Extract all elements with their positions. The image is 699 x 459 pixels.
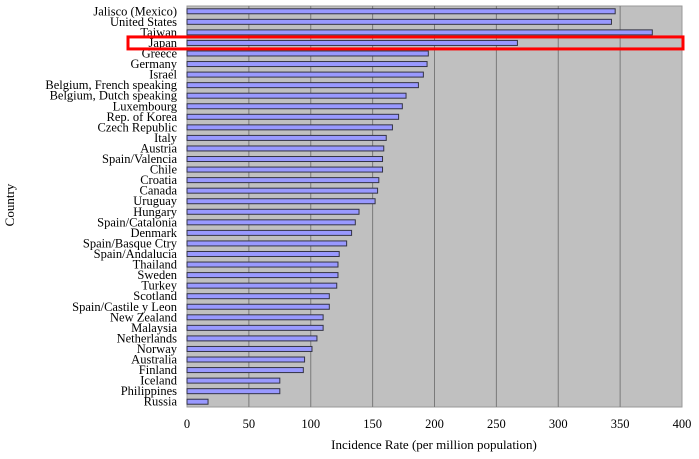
- bar: [186, 177, 380, 184]
- category-label: New Zealand: [110, 310, 178, 324]
- x-tick-label: 50: [243, 417, 256, 431]
- bar: [186, 324, 324, 331]
- bar: [186, 145, 385, 152]
- x-tick-label: 250: [487, 417, 506, 431]
- category-label: Spain/Catalonia: [97, 215, 177, 229]
- bar: [186, 61, 428, 68]
- category-label: Austria: [140, 141, 177, 155]
- bar: [186, 166, 384, 173]
- bar: [186, 229, 353, 236]
- bar: [186, 156, 384, 163]
- category-label: Spain/Andalucia: [94, 247, 178, 261]
- category-label: Hungary: [133, 205, 177, 219]
- bar: [186, 261, 339, 268]
- bar: [186, 18, 612, 25]
- bar: [186, 219, 356, 226]
- category-label: Japan: [149, 36, 178, 50]
- bar: [186, 398, 209, 405]
- x-tick-label: 0: [184, 417, 190, 431]
- category-label: Finland: [139, 363, 178, 377]
- category-label: Jalisco (Mexico): [93, 4, 177, 18]
- category-label: Croatia: [140, 173, 177, 187]
- x-tick-label: 400: [673, 417, 692, 431]
- bar: [186, 82, 419, 89]
- x-tick-label: 350: [611, 417, 630, 431]
- bar: [186, 388, 281, 395]
- bar: [186, 240, 348, 247]
- category-label: Malaysia: [131, 321, 177, 335]
- category-label: Scotland: [133, 289, 177, 303]
- category-label: Chile: [150, 163, 178, 177]
- category-label: Iceland: [140, 374, 178, 388]
- bar: [186, 124, 393, 131]
- category-label: Thailand: [133, 258, 178, 272]
- category-labels: Jalisco (Mexico)United StatesTaiwanJapan…: [45, 4, 177, 408]
- bar: [186, 272, 339, 279]
- category-label: Norway: [137, 342, 178, 356]
- category-label: Netherlands: [117, 331, 178, 345]
- category-label: Denmark: [130, 226, 177, 240]
- bar: [186, 293, 330, 300]
- bar: [186, 208, 360, 215]
- y-axis-label: Country: [2, 183, 17, 226]
- category-label: Belgium, Dutch speaking: [50, 89, 178, 103]
- category-label: Spain/Castile y Leon: [72, 300, 178, 314]
- category-label: Czech Republic: [98, 120, 178, 134]
- category-label: Israel: [149, 68, 177, 82]
- bar: [186, 198, 376, 205]
- bar: [186, 377, 281, 384]
- x-tick-label: 150: [363, 417, 382, 431]
- bar: [186, 8, 616, 15]
- bar: [186, 282, 338, 289]
- x-tick-label: 300: [549, 417, 568, 431]
- bar: [186, 134, 387, 141]
- bar: [186, 250, 340, 257]
- bar: [186, 113, 400, 120]
- bar: [186, 71, 424, 78]
- category-label: Belgium, French speaking: [45, 78, 177, 92]
- bar: [186, 314, 324, 321]
- x-tick-labels: 0 50 100 150 200 250 300 350 400: [184, 417, 692, 431]
- category-label: Canada: [140, 184, 178, 198]
- bar: [186, 187, 379, 194]
- bar: [186, 29, 653, 36]
- category-label: United States: [110, 15, 177, 29]
- category-label: Philippines: [121, 384, 177, 398]
- highlight-box: [126, 35, 685, 51]
- category-label: Germany: [130, 57, 177, 71]
- category-label: Australia: [131, 353, 177, 367]
- x-tick-label: 200: [425, 417, 444, 431]
- bars: [186, 8, 653, 405]
- bar: [186, 50, 429, 57]
- bar: [186, 335, 318, 342]
- category-label: Russia: [144, 395, 178, 409]
- category-label: Italy: [154, 131, 178, 145]
- category-label: Turkey: [141, 279, 177, 293]
- bar: [186, 39, 518, 46]
- category-label: Spain/Valencia: [102, 152, 177, 166]
- category-label: Spain/Basque Ctry: [83, 236, 178, 250]
- x-axis-label: Incidence Rate (per million population): [331, 437, 537, 452]
- bar: [186, 367, 304, 374]
- bar: [186, 356, 306, 363]
- bar: [186, 103, 403, 110]
- category-label: Sweden: [137, 268, 177, 282]
- category-label: Rep. of Korea: [107, 110, 178, 124]
- category-label: Luxembourg: [113, 99, 178, 113]
- x-tick-label: 100: [301, 417, 320, 431]
- bar: [186, 303, 330, 310]
- bar: [186, 92, 407, 99]
- category-label: Uruguay: [133, 194, 177, 208]
- bar: [186, 345, 313, 352]
